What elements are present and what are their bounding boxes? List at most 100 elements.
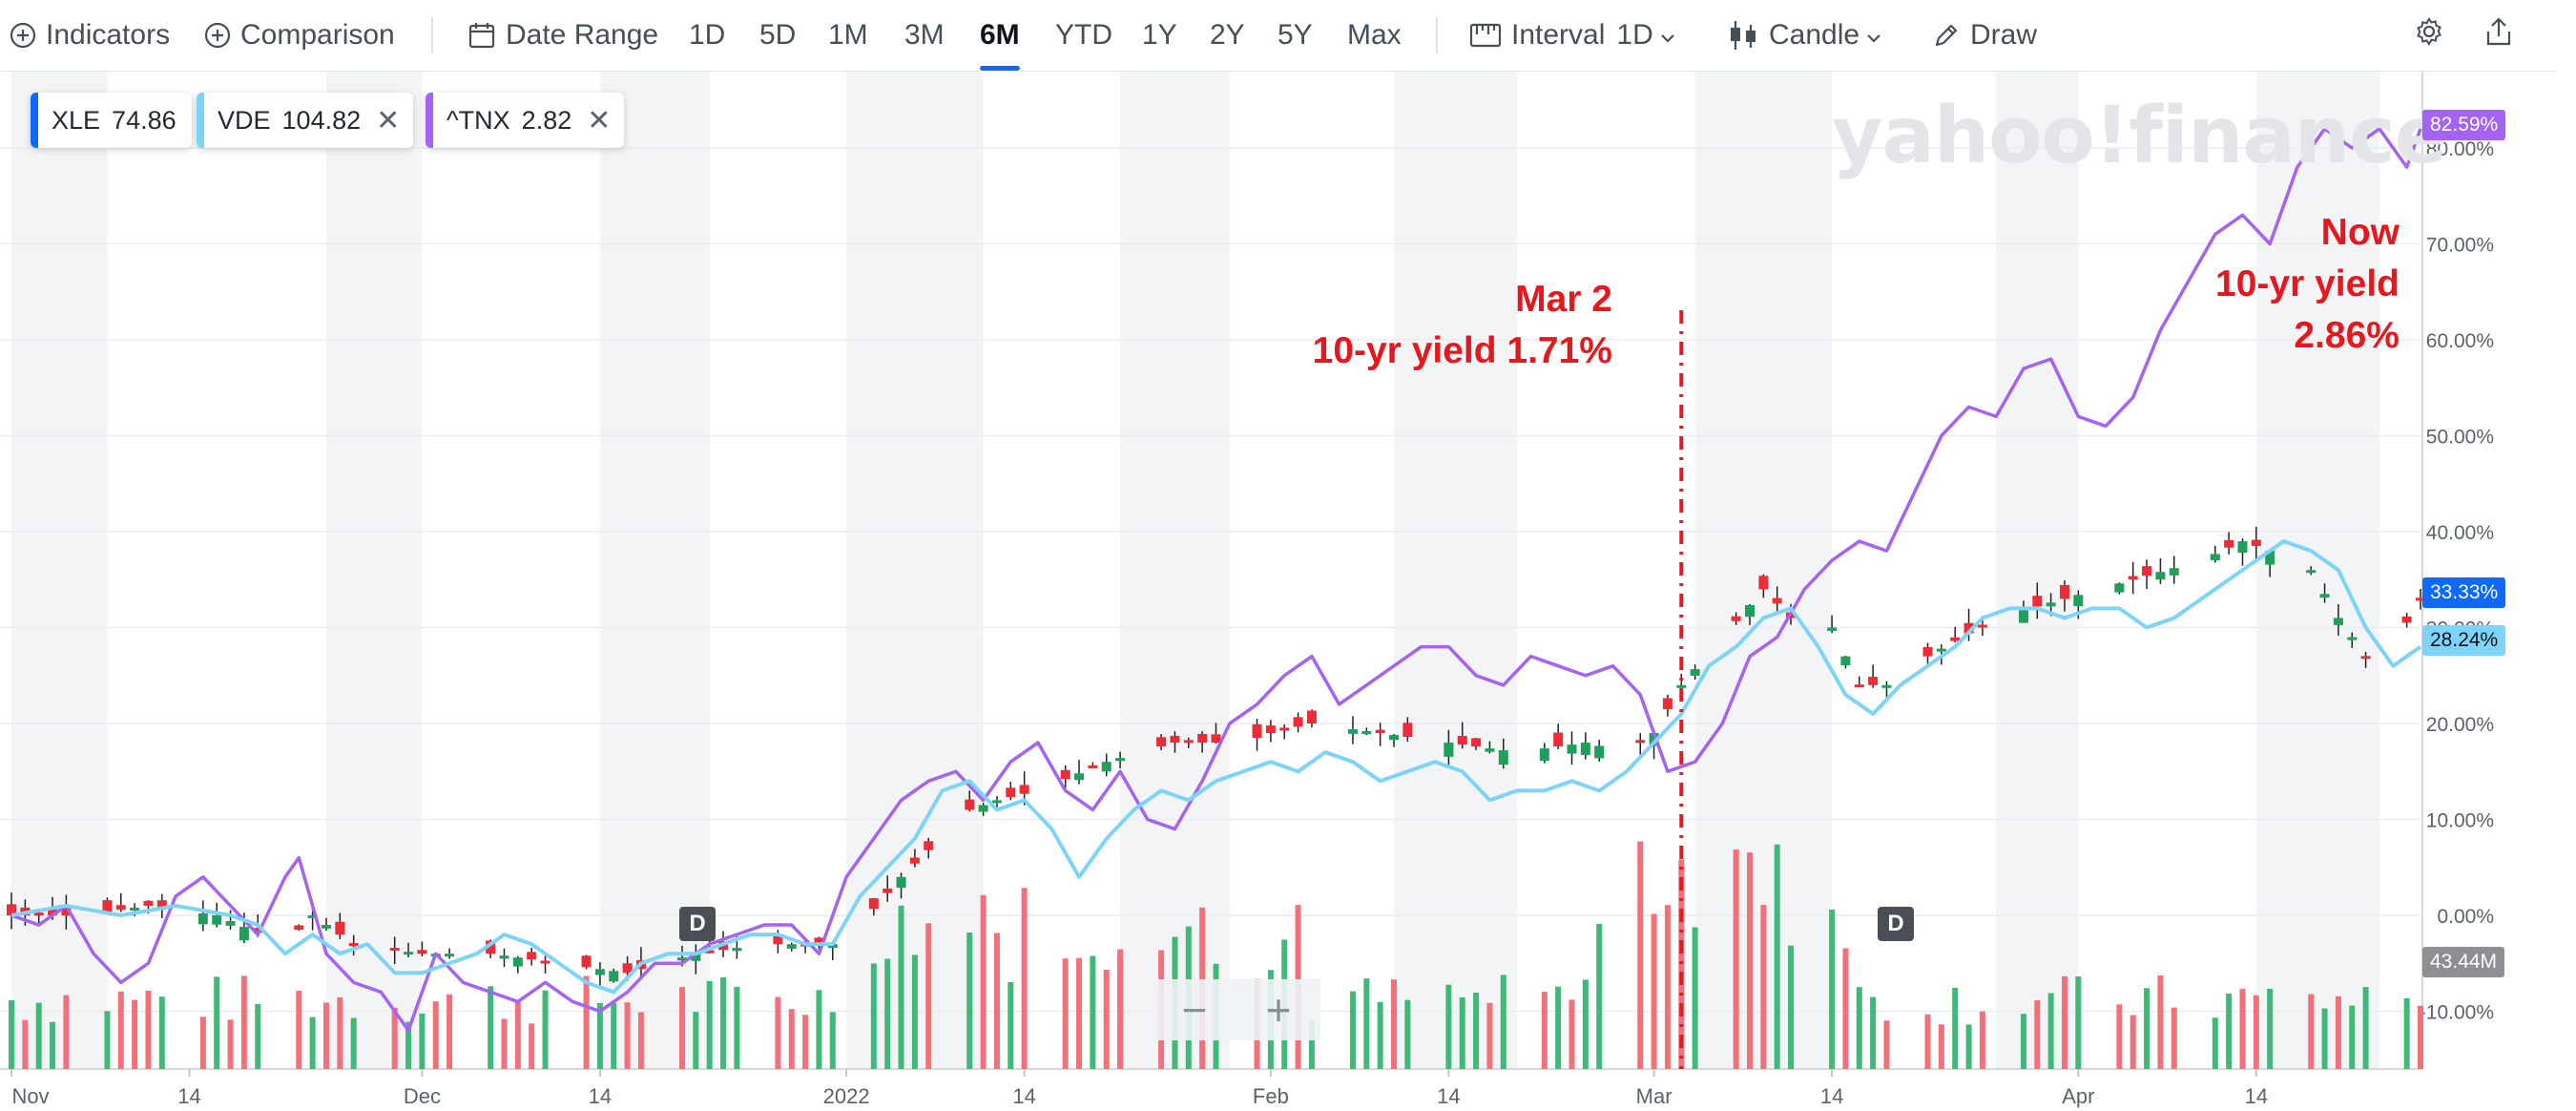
candle-body xyxy=(1006,787,1016,798)
legend-color-swatch xyxy=(426,93,433,148)
toolbar-divider xyxy=(431,17,433,53)
candle-body xyxy=(978,805,988,812)
range-label: 3M xyxy=(904,19,945,51)
candle-body xyxy=(1580,743,1590,756)
candle-body xyxy=(404,952,414,955)
candle-body xyxy=(115,905,126,910)
candle-body xyxy=(1402,723,1413,738)
volume-bar xyxy=(1555,986,1562,1069)
settings-button[interactable] xyxy=(2414,0,2444,71)
candle-body xyxy=(1101,762,1111,772)
background-band xyxy=(1996,72,2079,1069)
volume-bar xyxy=(419,1013,426,1069)
date-range-button[interactable]: Date Range xyxy=(467,0,658,71)
indicators-button[interactable]: Indicators xyxy=(10,0,170,71)
range-1y[interactable]: 1Y xyxy=(1142,0,1177,71)
volume-bar xyxy=(2226,993,2233,1069)
candle-body xyxy=(1553,732,1564,747)
volume-bar xyxy=(132,999,138,1069)
x-tick-label: Nov xyxy=(11,1084,49,1108)
candle-body xyxy=(2032,596,2043,607)
zoom-out-button[interactable]: − xyxy=(1153,979,1236,1040)
candle-body xyxy=(1950,637,1961,641)
chart-plot[interactable]: 80.00%70.00%60.00%50.00%40.00%30.00%20.0… xyxy=(0,72,2576,1111)
candle-body xyxy=(594,969,605,975)
range-5y[interactable]: 5Y xyxy=(1278,0,1313,71)
comparison-label: Comparison xyxy=(240,19,395,51)
legend-value: 74.86 xyxy=(112,105,177,135)
annotation-mar2-title: Mar 2 xyxy=(1515,279,1612,320)
legend-vde[interactable]: VDE 104.82 ✕ xyxy=(197,93,414,148)
legend-color-swatch xyxy=(197,93,204,148)
range-1d[interactable]: 1D xyxy=(689,0,725,71)
chart-area[interactable]: 80.00%70.00%60.00%50.00%40.00%30.00%20.0… xyxy=(0,72,2576,1111)
interval-button[interactable]: Interval 1D xyxy=(1469,0,1676,71)
volume-bar xyxy=(2308,994,2315,1069)
candle-body xyxy=(704,950,715,954)
range-5d[interactable]: 5D xyxy=(759,0,796,71)
candle-body xyxy=(1019,785,1029,794)
candle-body xyxy=(786,944,797,949)
candle-body xyxy=(156,900,167,908)
draw-button[interactable]: Draw xyxy=(1932,0,2037,71)
gear-icon xyxy=(2414,16,2444,54)
candle-body xyxy=(307,915,318,918)
volume-bar xyxy=(1596,923,1603,1069)
volume-bar xyxy=(432,1001,439,1069)
range-max[interactable]: Max xyxy=(1347,0,1402,71)
legend-tnx[interactable]: ^TNX 2.82 ✕ xyxy=(426,93,625,148)
volume-bar xyxy=(391,1007,398,1069)
volume-bar xyxy=(2061,975,2067,1069)
range-ytd[interactable]: YTD xyxy=(1055,0,1112,71)
volume-bar xyxy=(1568,999,1575,1069)
range-label: YTD xyxy=(1055,19,1112,51)
candle-body xyxy=(732,948,742,952)
candle-body xyxy=(321,925,331,929)
candle-body xyxy=(2224,539,2234,548)
annotation-now: Now 10-yr yield 2.86% xyxy=(2215,207,2399,362)
volume-bar xyxy=(2212,1017,2218,1069)
candle-body xyxy=(2128,576,2138,580)
volume-bar xyxy=(50,1021,56,1069)
series-line-tnx xyxy=(10,127,2422,1033)
candle-body xyxy=(1840,656,1851,665)
candle-body xyxy=(1471,738,1482,747)
candle-body xyxy=(1854,684,1864,688)
background-band xyxy=(1694,72,1833,1069)
candle-body xyxy=(143,900,154,906)
range-1m[interactable]: 1M xyxy=(828,0,868,71)
comparison-button[interactable]: Comparison xyxy=(204,0,395,71)
volume-bar xyxy=(966,933,973,1069)
remove-tnx-close-icon[interactable]: ✕ xyxy=(587,104,612,136)
range-2y[interactable]: 2Y xyxy=(1210,0,1245,71)
annotation-now-title: Now xyxy=(2320,212,2399,253)
share-button[interactable] xyxy=(2484,0,2513,71)
candle-body xyxy=(2169,568,2179,576)
volume-bar xyxy=(706,980,713,1069)
chart-type-button[interactable]: Candle xyxy=(1727,0,1882,71)
legend-xle[interactable]: XLE 74.86 xyxy=(31,93,192,148)
remove-vde-close-icon[interactable]: ✕ xyxy=(376,104,401,136)
range-6m[interactable]: 6M xyxy=(980,0,1020,71)
volume-bar xyxy=(2253,995,2259,1069)
volume-bar xyxy=(240,975,247,1069)
candle-body xyxy=(1197,733,1208,744)
calendar-icon xyxy=(467,21,496,50)
candle-body xyxy=(2237,541,2248,554)
volume-bar xyxy=(2335,996,2341,1069)
volume-bar xyxy=(2239,989,2246,1069)
chevron-down-icon xyxy=(1659,19,1676,52)
candle-body xyxy=(2360,656,2371,660)
volume-bar xyxy=(2144,988,2150,1069)
volume-bar xyxy=(1308,1019,1315,1069)
volume-bar xyxy=(2362,987,2369,1069)
dividend-marker[interactable]: D xyxy=(679,907,716,941)
volume-bar xyxy=(1391,979,1398,1069)
zoom-in-button[interactable]: + xyxy=(1236,979,1320,1040)
volume-bar xyxy=(501,1018,508,1069)
candle-body xyxy=(1827,627,1838,631)
candle-body xyxy=(1156,737,1167,747)
dividend-marker[interactable]: D xyxy=(1878,907,1914,941)
range-3m[interactable]: 3M xyxy=(904,0,945,71)
candle-body xyxy=(2142,566,2152,576)
